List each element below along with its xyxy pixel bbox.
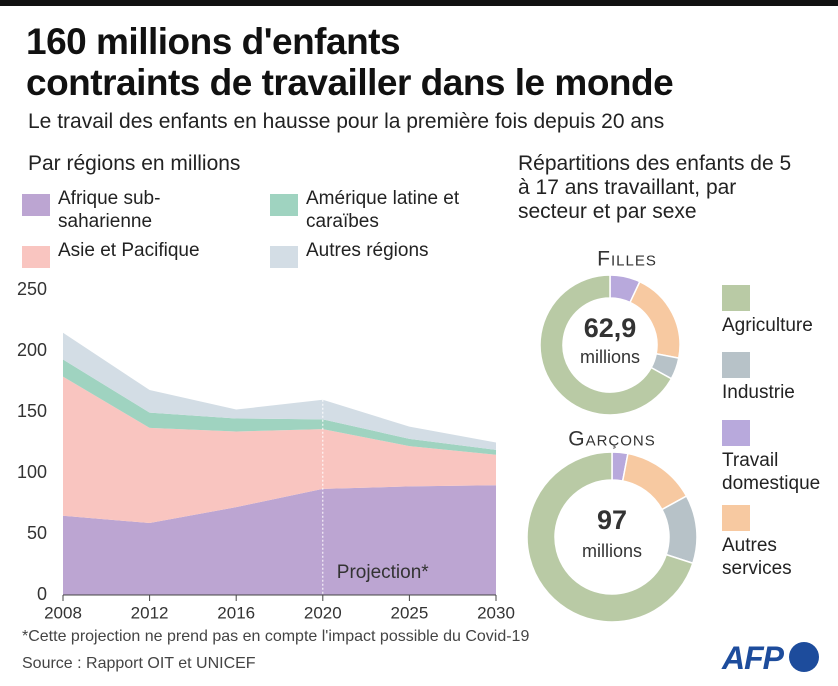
x-tick-label: 2016	[217, 603, 255, 622]
logo-dot	[789, 642, 819, 672]
title: 160 millions d'enfants contraints de tra…	[26, 21, 674, 103]
legend-swatch	[722, 285, 750, 311]
donut-slice	[660, 495, 698, 565]
area-title: Par régions en millions	[28, 152, 241, 175]
donut-total: 62,9	[584, 313, 637, 343]
area	[63, 485, 496, 595]
y-tick-label: 0	[37, 584, 47, 604]
y-tick-label: 250	[17, 279, 47, 299]
annotation: Projection*	[337, 562, 429, 583]
y-tick-label: 150	[17, 401, 47, 421]
title-line: contraints de travailler dans le monde	[26, 61, 674, 103]
logo: AFP	[722, 640, 784, 676]
legend-label: Travail domestique	[722, 450, 821, 494]
area	[63, 332, 496, 450]
x-tick-label: 2008	[44, 603, 82, 622]
legend-swatch	[270, 246, 298, 268]
source: Source : Rapport OIT et UNICEF	[22, 655, 256, 672]
y-tick-label: 200	[17, 340, 47, 360]
area	[63, 376, 496, 524]
top-bar	[0, 0, 838, 6]
subtitle: Le travail des enfants en hausse pour la…	[28, 110, 665, 133]
legend-label: Autres régions	[306, 240, 429, 261]
donut-unit: millions	[582, 541, 642, 561]
legend-swatch	[22, 246, 50, 268]
legend-label: Asie et Pacifique	[58, 240, 200, 261]
x-tick-label: 2030	[477, 603, 515, 622]
y-tick-label: 50	[27, 523, 47, 543]
donut-slice	[526, 451, 694, 623]
legend-swatch	[270, 194, 298, 216]
legend-label: Autres services	[722, 535, 792, 579]
donut-title: Garçons	[568, 428, 656, 451]
legend-swatch	[22, 194, 50, 216]
y-tick-label: 100	[17, 462, 47, 482]
x-tick-label: 2012	[131, 603, 169, 622]
legend-label: Afrique sub-saharienne	[58, 188, 161, 232]
footnote: *Cette projection ne prend pas en compte…	[22, 628, 530, 645]
legend-label: Agriculture	[722, 315, 813, 336]
donut-unit: millions	[580, 347, 640, 367]
donut-title: Répartitions des enfants de 5 à 17 ans t…	[518, 152, 792, 224]
legend-label: Amérique latine et caraïbes	[306, 188, 460, 232]
donut-title: Filles	[597, 248, 657, 271]
area	[63, 359, 496, 455]
legend-swatch	[722, 352, 750, 378]
donut-slice	[539, 274, 673, 416]
donut-total: 97	[597, 505, 627, 535]
x-tick-label: 2025	[390, 603, 428, 622]
legend-label: Industrie	[722, 382, 795, 403]
legend-swatch	[722, 505, 750, 531]
title-line: 160 millions d'enfants	[26, 21, 401, 62]
x-tick-label: 2020	[304, 603, 342, 622]
legend-swatch	[722, 420, 750, 446]
